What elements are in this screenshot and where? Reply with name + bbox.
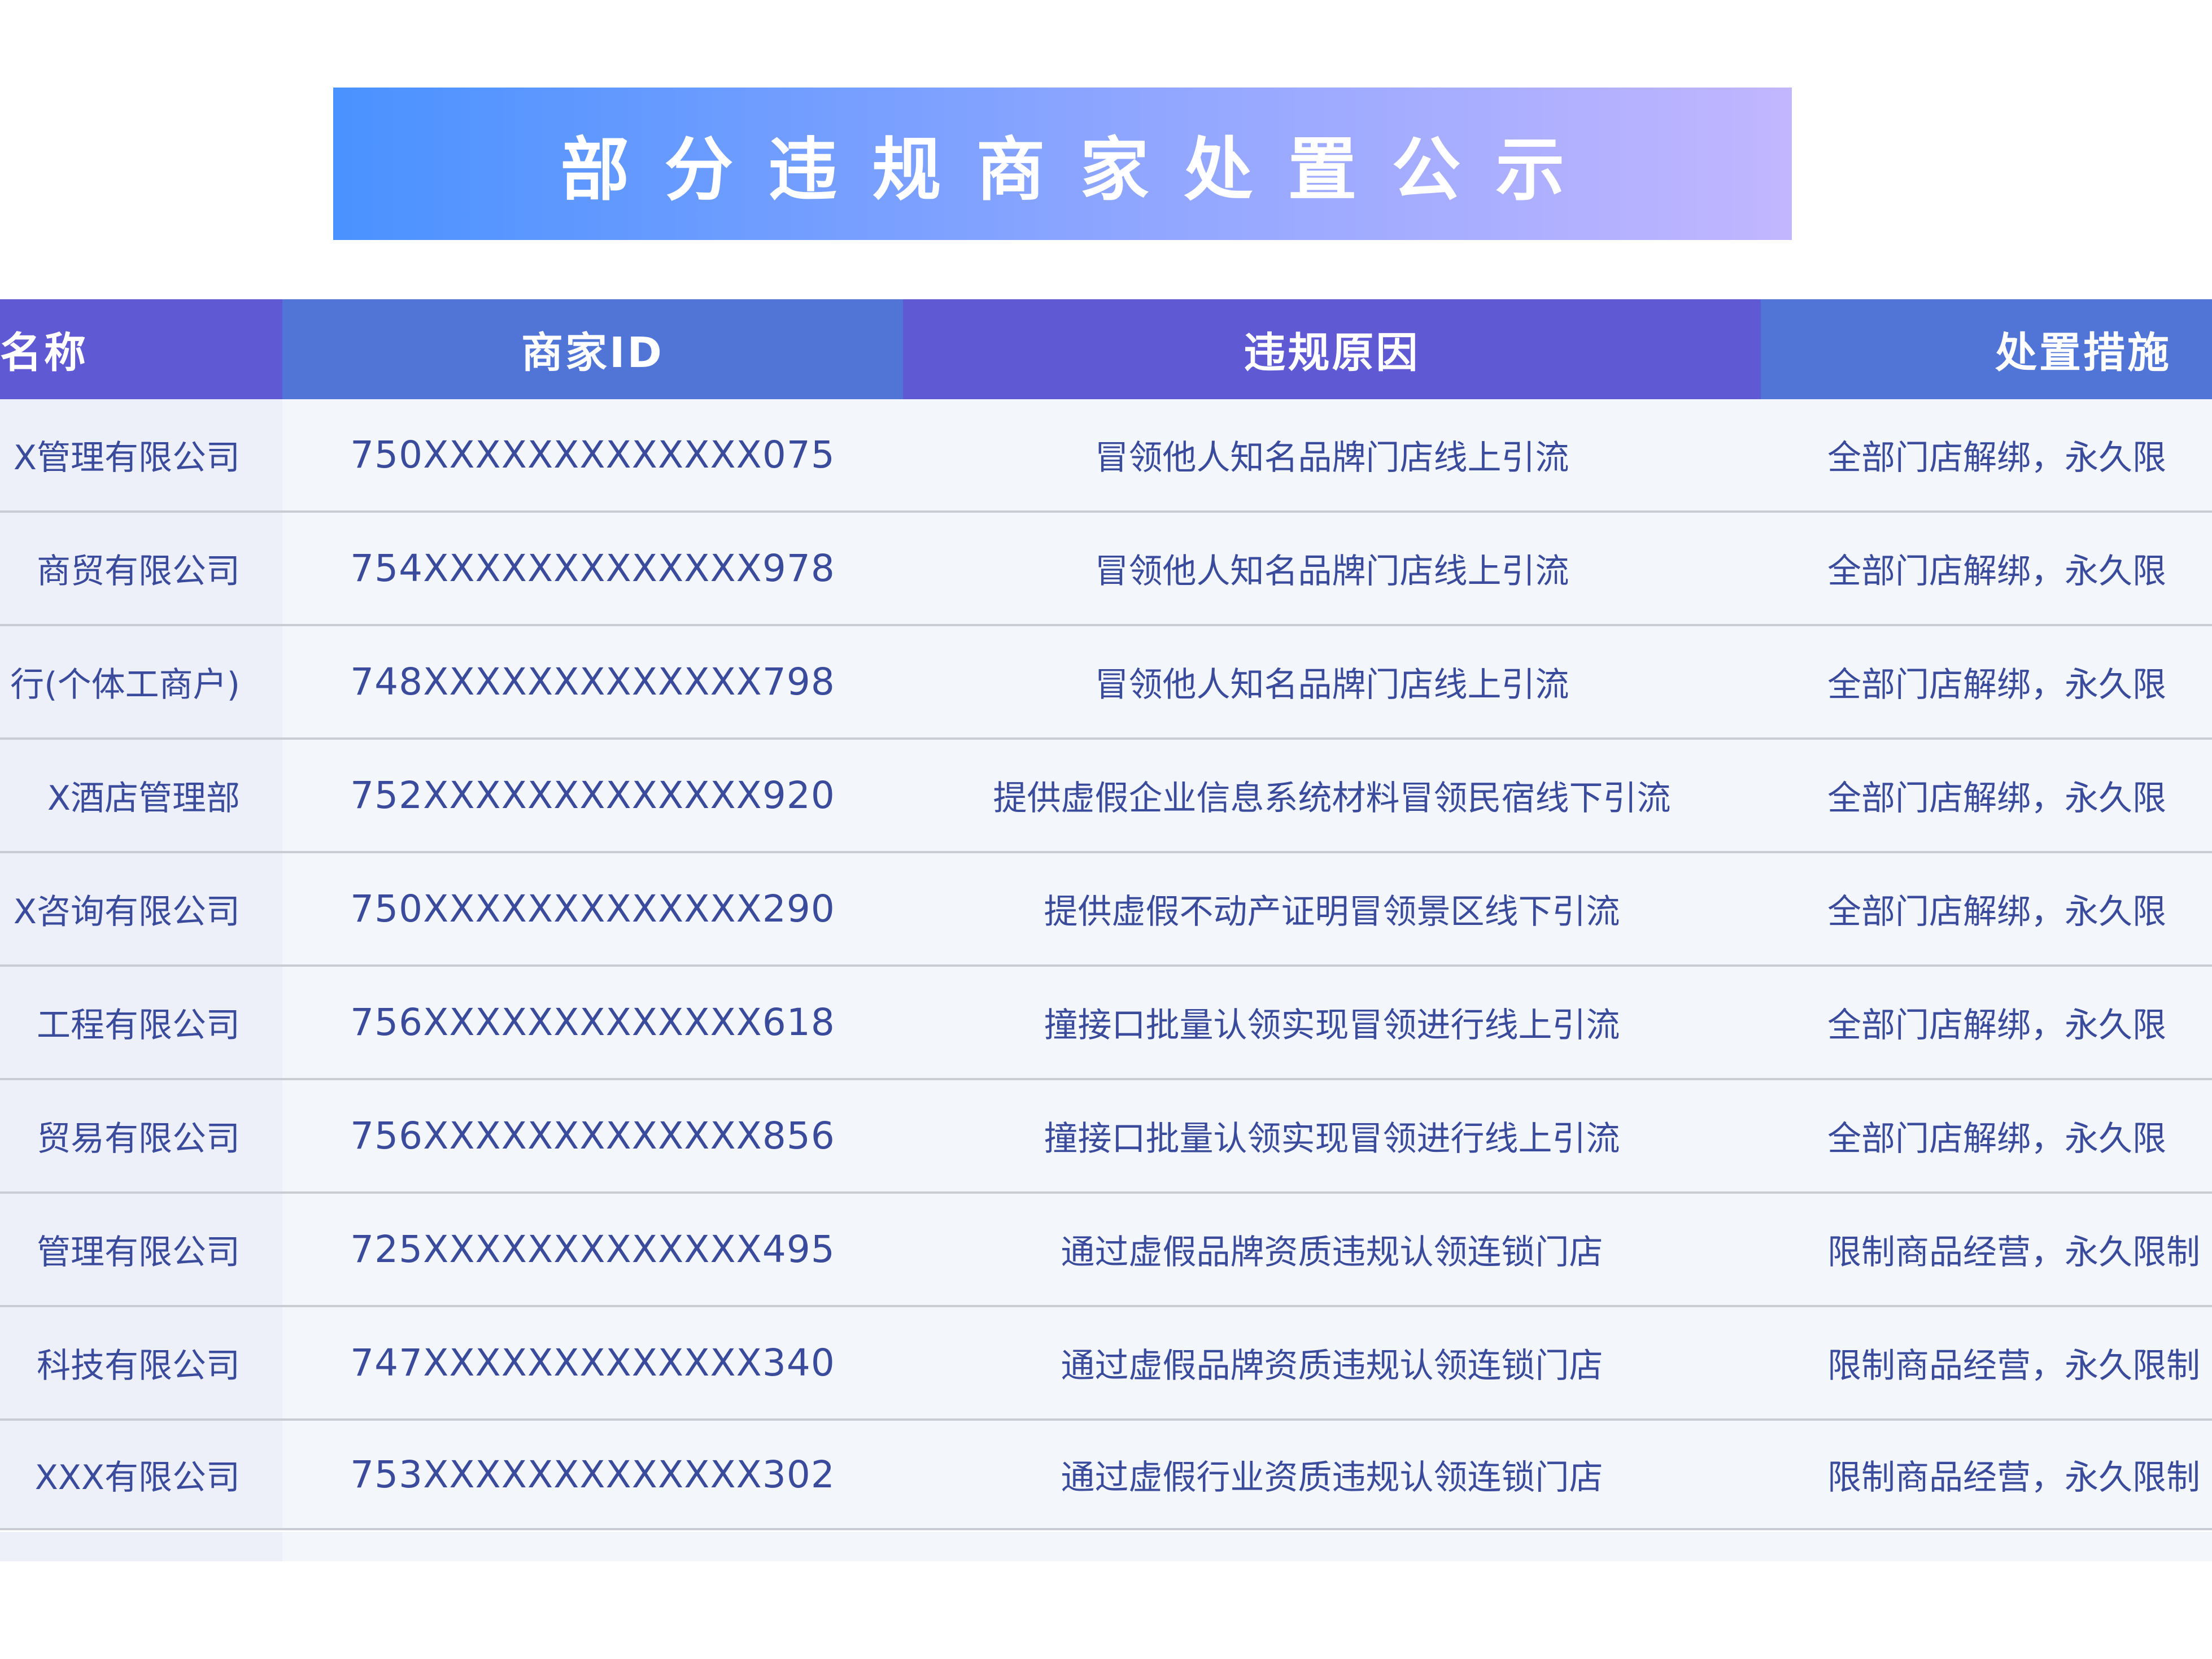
action-cell: 全部门店解绑，永久限	[1761, 626, 2212, 737]
merchant-id-cell: 753XXXXXXXXXXXXX302	[282, 1421, 903, 1528]
table-row: 科技有限公司 747XXXXXXXXXXXXX340 通过虚假品牌资质违规认领连锁门…	[0, 1307, 2212, 1418]
table-row: X酒店管理部 752XXXXXXXXXXXXX920 提供虚假企业信息系统材料冒领民…	[0, 740, 2212, 851]
header-name: 名称	[0, 299, 282, 399]
page-title: 部分违规商家处置公示	[560, 129, 1600, 210]
merchant-id-cell: 756XXXXXXXXXXXXX856	[282, 1080, 903, 1191]
table-row-partial	[0, 1532, 2212, 1561]
merchant-id-cell: 750XXXXXXXXXXXXX075	[282, 399, 903, 510]
row-divider	[0, 1305, 2212, 1307]
table-row: XXX有限公司 753XXXXXXXXXXXXX302 通过虚假行业资质违规认领连锁…	[0, 1421, 2212, 1528]
violations-table: 名称 商家ID 违规原因 处置措施 X管理有限公司 750XXXXXXXXXXXX…	[0, 299, 2212, 1564]
merchant-name-cell: 贸易有限公司	[0, 1080, 282, 1191]
action-cell: 全部门店解绑，永久限	[1761, 399, 2212, 510]
row-divider	[0, 1191, 2212, 1194]
action-cell: 全部门店解绑，永久限	[1761, 967, 2212, 1078]
reason-cell: 通过虚假行业资质违规认领连锁门店	[903, 1421, 1761, 1528]
empty-cell	[0, 1532, 282, 1561]
merchant-id-cell: 750XXXXXXXXXXXXX290	[282, 853, 903, 964]
merchant-id-cell: 747XXXXXXXXXXXXX340	[282, 1307, 903, 1418]
table-row: 管理有限公司 725XXXXXXXXXXXXX495 通过虚假品牌资质违规认领连锁门…	[0, 1194, 2212, 1305]
reason-cell: 通过虚假品牌资质违规认领连锁门店	[903, 1194, 1761, 1305]
merchant-id-cell: 756XXXXXXXXXXXXX618	[282, 967, 903, 1078]
row-divider	[0, 1418, 2212, 1421]
merchant-name-cell: 工程有限公司	[0, 967, 282, 1078]
reason-cell: 提供虚假不动产证明冒领景区线下引流	[903, 853, 1761, 964]
action-cell: 限制商品经营，永久限制	[1761, 1307, 2212, 1418]
reason-cell: 冒领他人知名品牌门店线上引流	[903, 513, 1761, 624]
reason-cell: 冒领他人知名品牌门店线上引流	[903, 626, 1761, 737]
action-cell: 限制商品经营，永久限制	[1761, 1194, 2212, 1305]
merchant-name-cell: 商贸有限公司	[0, 513, 282, 624]
merchant-name-cell: 行(个体工商户)	[0, 626, 282, 737]
table-row: 贸易有限公司 756XXXXXXXXXXXXX856 撞接口批量认领实现冒领进行线上…	[0, 1080, 2212, 1191]
row-divider	[0, 851, 2212, 853]
table-row: 工程有限公司 756XXXXXXXXXXXXX618 撞接口批量认领实现冒领进行线上…	[0, 967, 2212, 1078]
row-divider	[0, 624, 2212, 626]
merchant-id-cell: 725XXXXXXXXXXXXX495	[282, 1194, 903, 1305]
table-row: 商贸有限公司 754XXXXXXXXXXXXX978 冒领他人知名品牌门店线上引流全…	[0, 513, 2212, 624]
row-divider	[0, 1078, 2212, 1080]
merchant-name-cell: X酒店管理部	[0, 740, 282, 851]
merchant-name-cell: X管理有限公司	[0, 399, 282, 510]
action-cell: 全部门店解绑，永久限	[1761, 1080, 2212, 1191]
merchant-name-cell: 管理有限公司	[0, 1194, 282, 1305]
action-cell: 限制商品经营，永久限制	[1761, 1421, 2212, 1528]
row-divider	[0, 510, 2212, 513]
action-cell: 全部门店解绑，永久限	[1761, 740, 2212, 851]
row-divider	[0, 1528, 2212, 1530]
header-reason: 违规原因	[903, 299, 1761, 399]
empty-cell	[903, 1532, 1761, 1561]
table-row: 行(个体工商户) 748XXXXXXXXXXXXX798 冒领他人知名品牌门店线上引…	[0, 626, 2212, 737]
merchant-id-cell: 748XXXXXXXXXXXXX798	[282, 626, 903, 737]
header-action: 处置措施	[1761, 299, 2212, 399]
reason-cell: 提供虚假企业信息系统材料冒领民宿线下引流	[903, 740, 1761, 851]
action-cell: 全部门店解绑，永久限	[1761, 853, 2212, 964]
merchant-name-cell: XXX有限公司	[0, 1421, 282, 1528]
empty-cell	[1761, 1532, 2212, 1561]
merchant-id-cell: 752XXXXXXXXXXXXX920	[282, 740, 903, 851]
row-divider	[0, 737, 2212, 740]
reason-cell: 冒领他人知名品牌门店线上引流	[903, 399, 1761, 510]
header-merchant-id: 商家ID	[282, 299, 903, 399]
table-row: X咨询有限公司 750XXXXXXXXXXXXX290 提供虚假不动产证明冒领景区线…	[0, 853, 2212, 964]
empty-cell	[282, 1532, 903, 1561]
row-divider	[0, 964, 2212, 967]
merchant-name-cell: 科技有限公司	[0, 1307, 282, 1418]
reason-cell: 通过虚假品牌资质违规认领连锁门店	[903, 1307, 1761, 1418]
action-cell: 全部门店解绑，永久限	[1761, 513, 2212, 624]
merchant-id-cell: 754XXXXXXXXXXXXX978	[282, 513, 903, 624]
reason-cell: 撞接口批量认领实现冒领进行线上引流	[903, 967, 1761, 1078]
merchant-name-cell: X咨询有限公司	[0, 853, 282, 964]
title-banner: 部分违规商家处置公示	[333, 88, 1792, 240]
reason-cell: 撞接口批量认领实现冒领进行线上引流	[903, 1080, 1761, 1191]
table-row: X管理有限公司 750XXXXXXXXXXXXX075 冒领他人知名品牌门店线上引流…	[0, 399, 2212, 510]
